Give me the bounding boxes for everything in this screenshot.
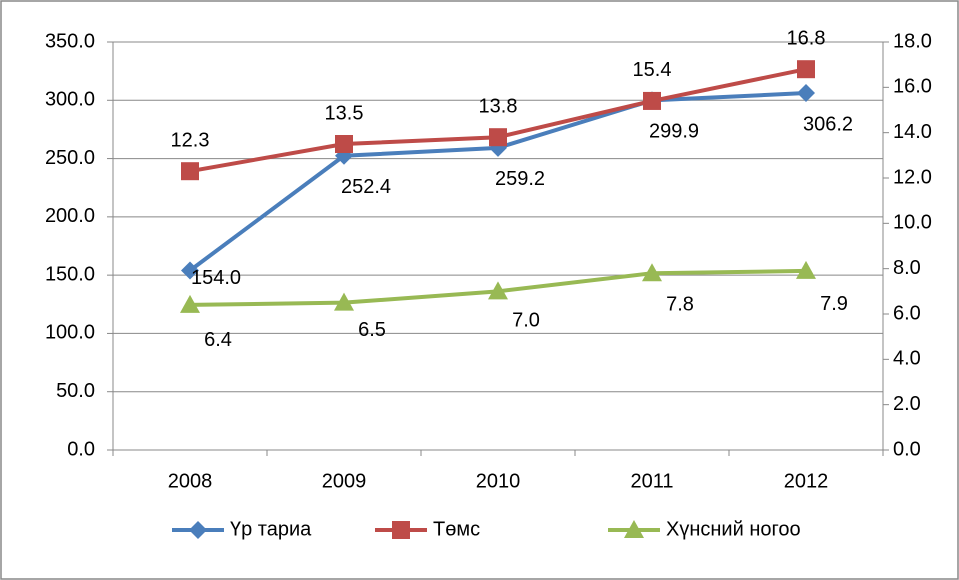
- y2-tick-label: 16.0: [893, 76, 932, 98]
- data-point: [181, 162, 199, 181]
- data-point: [642, 263, 662, 282]
- data-label: 7.9: [820, 293, 848, 315]
- x-tick-label: 2011: [630, 470, 673, 492]
- legend-marker: [189, 521, 207, 539]
- data-label: 6.5: [358, 319, 386, 341]
- data-point: [334, 292, 354, 311]
- y2-tick-label: 12.0: [893, 166, 932, 188]
- data-label: 299.9: [649, 121, 699, 143]
- data-label: 6.4: [204, 329, 232, 351]
- data-label: 13.8: [479, 95, 518, 117]
- data-point: [796, 260, 816, 279]
- data-point: [489, 128, 507, 147]
- y-tick-label: 250.0: [45, 147, 95, 169]
- data-point: [488, 281, 508, 300]
- data-label: 7.0: [512, 310, 540, 332]
- data-label: 259.2: [495, 168, 545, 190]
- data-point: [643, 91, 661, 110]
- legend-label: Үр тариа: [230, 518, 312, 540]
- data-label: 252.4: [341, 176, 391, 198]
- legend-marker: [392, 521, 410, 539]
- y-tick-label: 150.0: [45, 263, 95, 285]
- y-tick-label: 100.0: [45, 322, 95, 344]
- y2-tick-label: 10.0: [893, 212, 932, 234]
- data-point: [797, 60, 815, 79]
- data-label: 7.8: [666, 293, 694, 315]
- data-point: [797, 84, 815, 103]
- legend-label: Төмс: [433, 518, 480, 540]
- data-label: 12.3: [171, 129, 210, 151]
- data-label: 15.4: [633, 59, 672, 81]
- y-tick-label: 300.0: [45, 89, 95, 111]
- x-tick-label: 2008: [168, 470, 213, 492]
- y2-tick-label: 0.0: [893, 438, 921, 460]
- data-label: 13.5: [325, 102, 364, 124]
- x-tick-label: 2009: [322, 470, 367, 492]
- y2-tick-label: 14.0: [893, 121, 932, 143]
- y-tick-label: 50.0: [56, 380, 95, 402]
- y2-tick-label: 2.0: [893, 393, 921, 415]
- y-tick-label: 0.0: [67, 438, 95, 460]
- y-tick-label: 200.0: [45, 205, 95, 227]
- legend-marker: [624, 520, 644, 538]
- x-tick-label: 2012: [784, 470, 829, 492]
- y2-tick-label: 4.0: [893, 348, 921, 370]
- data-point: [335, 135, 353, 153]
- y2-tick-label: 6.0: [893, 302, 921, 324]
- data-label: 306.2: [803, 113, 853, 135]
- data-label: 16.8: [787, 27, 826, 49]
- y2-tick-label: 18.0: [893, 30, 932, 52]
- legend-label: Хүнсний ногоо: [666, 518, 801, 540]
- y-tick-label: 350.0: [45, 30, 95, 52]
- data-label: 154.0: [191, 267, 241, 289]
- data-point: [181, 261, 199, 280]
- y2-tick-label: 8.0: [893, 257, 921, 279]
- data-point: [180, 294, 200, 313]
- x-tick-label: 2010: [476, 470, 521, 492]
